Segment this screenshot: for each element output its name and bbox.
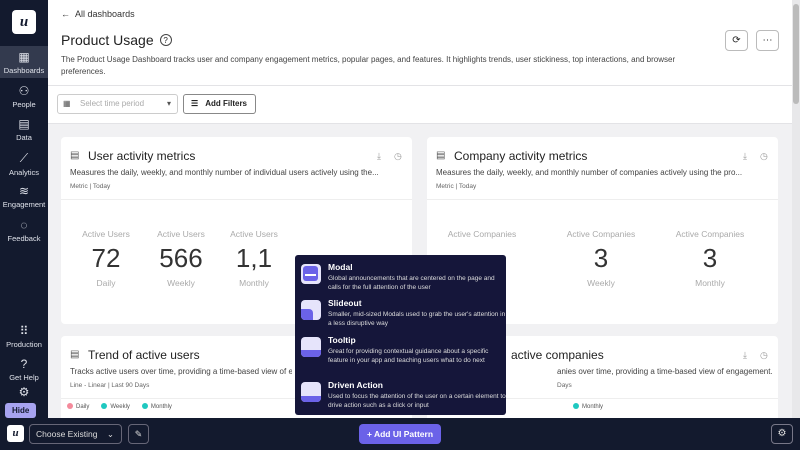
gear-icon: ⚙ bbox=[18, 385, 30, 399]
chevron-down-icon: ▾ bbox=[166, 99, 171, 108]
help-icon[interactable]: ? bbox=[159, 34, 172, 46]
stat: Active Users 72 Daily bbox=[82, 229, 130, 288]
sidebar-item-engagement[interactable]: ≋ Engagement bbox=[0, 184, 48, 209]
add-ui-pattern-button[interactable]: + Add UI Pattern bbox=[359, 424, 441, 444]
help-icon: ? bbox=[20, 357, 28, 371]
chevron-down-icon: ⌄ bbox=[106, 429, 114, 439]
data-icon: ▤ bbox=[18, 117, 30, 131]
download-icon[interactable]: ⤓ bbox=[743, 151, 747, 161]
stat: Active Companies 3 Weekly bbox=[566, 229, 636, 288]
card-meta: Days bbox=[557, 382, 572, 389]
chat-icon: ◌ bbox=[20, 218, 28, 232]
card-meta: Metric | Today bbox=[436, 183, 477, 190]
layers-icon: ≋ bbox=[18, 184, 30, 198]
page-description: The Product Usage Dashboard tracks user … bbox=[61, 55, 676, 76]
filter-bar: ▦ Select time period ▾ ☰ Add Filters bbox=[48, 86, 792, 124]
stat: Active Users 566 Weekly bbox=[157, 229, 205, 288]
calendar-icon: ▦ bbox=[63, 99, 71, 108]
sidebar-item-feedback[interactable]: ◌ Feedback bbox=[0, 218, 48, 243]
people-icon: ⚇ bbox=[18, 84, 30, 98]
card-title: User activity metrics bbox=[88, 149, 196, 163]
slideout-icon bbox=[301, 300, 321, 320]
sidebar: u ▦ Dashboards ⚇ People ▤ Data ⟋ Analytics ≋… bbox=[0, 0, 48, 418]
chart-icon: ▤ bbox=[70, 349, 80, 360]
sidebar-item-production[interactable]: ⠿ Production bbox=[0, 324, 48, 349]
page-header: ← All dashboards Product Usage? The Prod… bbox=[48, 0, 792, 86]
card-description: anies over time, providing a time-based … bbox=[557, 367, 773, 376]
chart-legend: Daily Weekly Monthly bbox=[61, 403, 172, 410]
sidebar-item-people[interactable]: ⚇ People bbox=[0, 84, 48, 109]
clock-icon[interactable]: ◷ bbox=[760, 151, 768, 161]
download-icon[interactable]: ⤓ bbox=[743, 350, 747, 360]
driven-action-icon bbox=[301, 382, 321, 402]
download-icon[interactable]: ⤓ bbox=[377, 151, 381, 161]
bottom-toolbar: u Choose Existing ⌄ ✎ + Add UI Pattern ⚙ bbox=[0, 418, 800, 450]
card-title: Trend of active users bbox=[88, 348, 200, 362]
filter-icon: ☰ bbox=[191, 99, 199, 108]
add-filters-button[interactable]: ☰ Add Filters bbox=[183, 94, 256, 114]
more-button[interactable]: ⋯ bbox=[756, 30, 779, 51]
sidebar-item-analytics[interactable]: ⟋ Analytics bbox=[0, 151, 48, 177]
app-logo[interactable]: u bbox=[12, 10, 36, 34]
stat: Active Companies bbox=[447, 229, 517, 239]
card-description: Tracks active users over time, providing… bbox=[70, 367, 292, 376]
sidebar-item-dashboards[interactable]: ▦ Dashboards bbox=[0, 46, 48, 78]
card-title: Company activity metrics bbox=[454, 149, 588, 163]
edit-button[interactable]: ✎ bbox=[128, 424, 149, 444]
chart-icon: ▤ bbox=[436, 150, 446, 161]
analytics-icon: ⟋ bbox=[19, 151, 29, 165]
dashboard-icon: ▦ bbox=[18, 50, 30, 64]
settings-button[interactable]: ⚙ bbox=[771, 424, 793, 444]
scrollbar[interactable] bbox=[792, 0, 800, 418]
pencil-icon: ✎ bbox=[134, 429, 143, 439]
choose-existing-select[interactable]: Choose Existing ⌄ bbox=[29, 424, 122, 444]
sidebar-item-data[interactable]: ▤ Data bbox=[0, 117, 48, 142]
sidebar-item-help[interactable]: ? Get Help bbox=[0, 357, 48, 382]
arrow-left-icon: ← bbox=[61, 9, 73, 19]
clock-icon[interactable]: ◷ bbox=[760, 350, 768, 360]
clock-icon[interactable]: ◷ bbox=[394, 151, 402, 161]
grid-icon: ⠿ bbox=[19, 324, 29, 338]
card-description: Measures the daily, weekly, and monthly … bbox=[436, 168, 743, 177]
hide-button[interactable]: Hide bbox=[5, 403, 37, 418]
main-content: ← All dashboards Product Usage? The Prod… bbox=[48, 0, 792, 426]
page-title: Product Usage? bbox=[61, 32, 172, 48]
time-period-select[interactable]: ▦ Select time period ▾ bbox=[57, 94, 178, 114]
card-meta: Line - Linear | Last 90 Days bbox=[70, 382, 150, 389]
tooltip-icon bbox=[301, 337, 321, 357]
stat: Active Users 1,1 Monthly bbox=[230, 229, 278, 288]
back-link[interactable]: ← All dashboards bbox=[61, 9, 135, 19]
chart-icon: ▤ bbox=[70, 150, 80, 161]
chart-legend: Monthly bbox=[567, 403, 603, 410]
gear-icon: ⚙ bbox=[777, 428, 787, 439]
refresh-button[interactable]: ⟳ bbox=[725, 30, 748, 51]
app-logo: u bbox=[7, 425, 24, 442]
stat: Active Companies 3 Monthly bbox=[675, 229, 745, 288]
sidebar-item-settings[interactable]: ⚙ bbox=[0, 385, 48, 401]
card-description: Measures the daily, weekly, and monthly … bbox=[70, 168, 379, 177]
modal-icon bbox=[301, 264, 321, 284]
card-title: active companies bbox=[511, 348, 604, 362]
card-meta: Metric | Today bbox=[70, 183, 111, 190]
ui-pattern-menu: Modal Global announcements that are cente… bbox=[295, 255, 506, 415]
